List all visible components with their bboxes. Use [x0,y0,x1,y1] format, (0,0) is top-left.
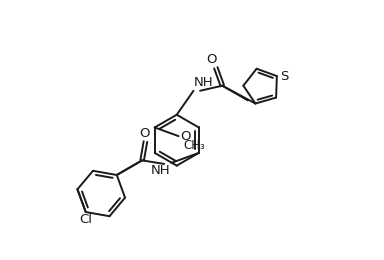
Text: O: O [180,130,190,143]
Text: CH₃: CH₃ [184,139,205,152]
Text: Cl: Cl [79,213,92,226]
Text: NH: NH [194,76,214,89]
Text: S: S [280,70,288,83]
Text: O: O [206,53,217,66]
Text: O: O [139,127,149,140]
Text: NH: NH [151,164,170,177]
